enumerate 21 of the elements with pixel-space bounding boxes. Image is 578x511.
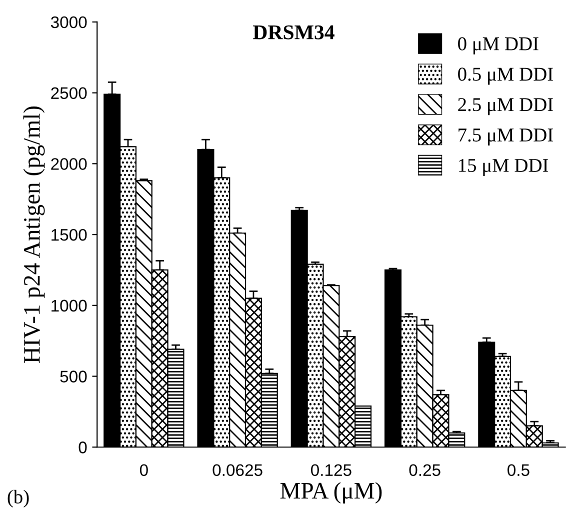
legend-label: 0 μM DDI	[458, 37, 538, 54]
y-tick-label: 0	[78, 442, 87, 454]
y-tick-label: 1000	[52, 300, 87, 312]
y-tick-label: 2000	[51, 158, 87, 170]
y-tick-label: 2500	[51, 87, 87, 100]
text: (b)	[8, 490, 29, 508]
y-tick-label: 500	[60, 370, 87, 382]
x-tick-label: 0.0625	[212, 464, 262, 476]
y-axis-title: HIV-1 p24 Antigen (pg/ml)	[23, 106, 45, 363]
x-tick-label: 0	[140, 464, 148, 476]
legend-label: 7.5 μM DDI	[458, 128, 553, 146]
legend-label: 0.5 μM DDI	[458, 68, 553, 85]
legend-label: 15 μM DDI	[459, 158, 548, 176]
y-tick-label: 3000	[50, 16, 87, 28]
legend-label: 2.5 μM DDI	[458, 98, 553, 116]
x-tick-label: 0.125	[310, 464, 352, 476]
x-tick-label: 0.5	[508, 464, 530, 476]
x-tick-label: 0.25	[409, 464, 440, 476]
chart-title: DRSM34	[253, 25, 334, 40]
x-axis-title: MPA (μM)	[280, 482, 382, 504]
y-tick-label: 1500	[52, 228, 87, 241]
